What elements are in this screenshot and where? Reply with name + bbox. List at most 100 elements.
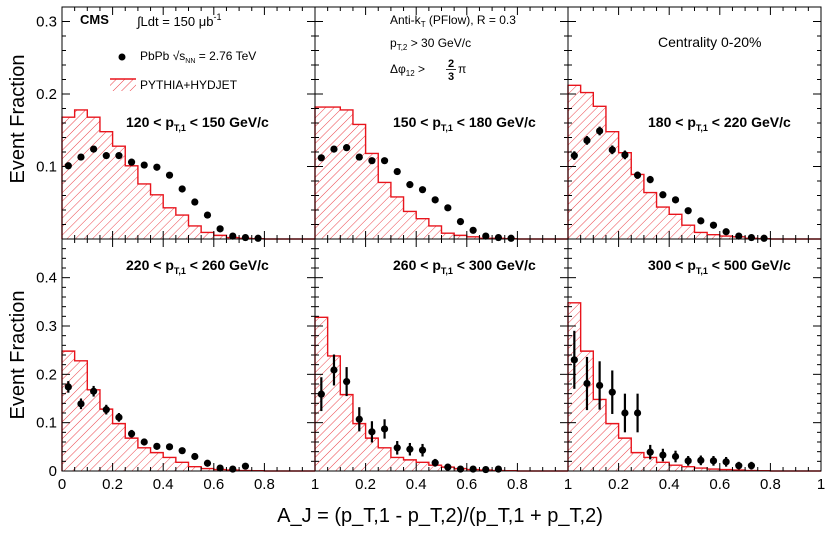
- legend-data-sqrt: √s: [173, 49, 186, 63]
- data-point: [77, 153, 85, 161]
- y-tick-label: 0.1: [36, 159, 57, 176]
- data-point: [747, 462, 756, 470]
- data-point: [570, 152, 578, 160]
- panel-label-sub: T,1: [441, 123, 453, 133]
- data-point: [203, 211, 212, 219]
- x-tick-label: 0.8: [507, 476, 528, 493]
- data-point: [697, 217, 705, 225]
- data-point: [684, 207, 692, 215]
- x-tick-label: 0.6: [709, 476, 730, 493]
- panel-label-main: 260 < p: [393, 257, 441, 273]
- data-point: [494, 233, 503, 242]
- dphi-sub: 12: [406, 69, 415, 78]
- data-point: [722, 458, 730, 466]
- data-point: [482, 465, 490, 474]
- x-tick-label: 0.4: [659, 476, 680, 493]
- y-tick-label: 0: [49, 463, 57, 480]
- y-tick-label: 0.2: [36, 366, 57, 383]
- data-point: [709, 221, 718, 229]
- panel-1: 0.1 0.2 0.3 120 < pT,1 < 150 GeV/c: [36, 6, 316, 242]
- pt2-main: p: [390, 36, 397, 50]
- data-point: [241, 233, 250, 242]
- data-point: [203, 459, 212, 467]
- data-point: [431, 459, 439, 467]
- panel-label-sub: T,1: [696, 266, 708, 276]
- data-point: [735, 462, 743, 470]
- data-point: [77, 400, 85, 408]
- data-point: [596, 127, 604, 135]
- panel-label-main: 220 < p: [126, 257, 174, 273]
- x-tick-label: 0.2: [355, 476, 376, 493]
- data-point: [671, 196, 680, 204]
- data-point: [735, 232, 743, 240]
- panel-label-sub: T,1: [174, 123, 186, 133]
- x-tick-label: 0.2: [608, 476, 629, 493]
- data-point: [608, 388, 616, 396]
- data-point: [64, 383, 72, 391]
- data-point: [570, 356, 578, 364]
- data-point: [697, 456, 705, 464]
- panel-2: 150 < pT,1 < 180 GeV/c: [314, 6, 569, 242]
- y-tick-label: 0.4: [36, 270, 57, 287]
- panel-label-rest: < 300 GeV/c: [453, 257, 536, 273]
- data-point: [659, 191, 667, 199]
- data-point: [583, 379, 591, 388]
- panel-label-main: 150 < p: [393, 114, 441, 130]
- data-point: [343, 377, 351, 386]
- dphi-main: Δφ: [390, 62, 406, 76]
- legend-data-sub: NN: [185, 58, 195, 65]
- panel-label-main: 120 < p: [126, 114, 174, 130]
- legend-mc-label: PYTHIA+HYDJET: [140, 78, 238, 92]
- data-point: [178, 447, 186, 455]
- data-point: [115, 152, 123, 160]
- y-tick-label: 0.2: [36, 86, 57, 103]
- data-point: [456, 218, 465, 226]
- data-point: [90, 145, 98, 153]
- data-point: [621, 409, 629, 417]
- data-point: [684, 457, 692, 465]
- data-point: [444, 204, 452, 212]
- x-tick-label: 0.2: [102, 476, 123, 493]
- panel-6: 0.2 0.4 0.6 0.8 1 300 < pT,1 < 500 GeV/c: [567, 238, 825, 493]
- panel-label-sub: T,1: [174, 266, 186, 276]
- data-point: [165, 443, 174, 451]
- panel-label-rest: < 220 GeV/c: [708, 114, 791, 130]
- x-tick-label: 1: [311, 476, 319, 493]
- dphi-cut-label: Δφ12 >: [390, 62, 425, 78]
- centrality-label: Centrality 0-20%: [658, 34, 762, 50]
- data-point: [216, 225, 224, 233]
- data-point: [380, 157, 389, 165]
- data-point: [494, 465, 503, 473]
- data-point: [254, 234, 262, 242]
- data-point: [456, 465, 465, 473]
- x-tick-label: 0.6: [203, 476, 224, 493]
- data-point: [418, 446, 427, 454]
- data-point: [102, 152, 110, 160]
- data-point: [140, 438, 148, 446]
- algo-rest: (PFlow), R = 0.3: [426, 13, 517, 27]
- panel-pt-range-label: 150 < pT,1 < 180 GeV/c: [393, 114, 536, 133]
- data-point: [355, 153, 363, 161]
- panel-4: 0 0.1 0.2 0.3 0.4 0 0.2 0.4 0.6 0.8 1 220 < pT,1 < …: [36, 238, 319, 493]
- data-point: [191, 452, 199, 461]
- panel-label-rest: < 260 GeV/c: [186, 257, 269, 273]
- y-tick-label: 0.3: [36, 318, 57, 335]
- mc-hist-fill: [62, 351, 315, 471]
- data-point: [393, 167, 401, 176]
- panel-pt-range-label: 300 < pT,1 < 500 GeV/c: [648, 257, 791, 276]
- data-point: [722, 228, 730, 236]
- mc-hist-fill: [568, 302, 821, 471]
- dphi-rest: >: [415, 62, 425, 76]
- legend-data-marker: [118, 53, 126, 61]
- pt2-cut-label: pT,2 > 30 GeV/c: [390, 36, 471, 52]
- data-point: [608, 146, 616, 154]
- data-point: [659, 451, 667, 459]
- data-point: [760, 234, 768, 242]
- data-point: [406, 445, 414, 453]
- data-point: [330, 145, 338, 153]
- data-point: [64, 162, 72, 170]
- x-tick-label: 1: [817, 476, 825, 493]
- data-point: [747, 233, 756, 242]
- data-point: [406, 181, 414, 189]
